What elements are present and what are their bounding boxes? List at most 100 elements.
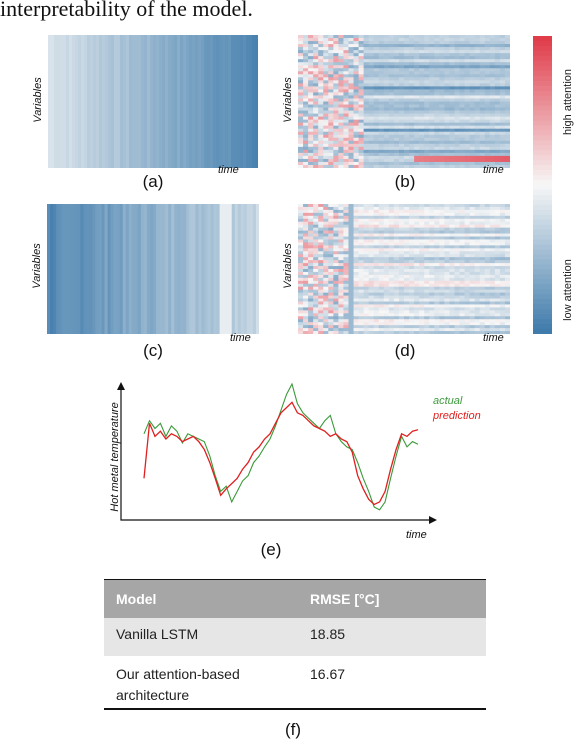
heatmap-cell	[338, 304, 345, 309]
heatmap-cell	[409, 125, 415, 130]
heatmap-cell	[323, 152, 329, 157]
heatmap-cell	[414, 74, 420, 78]
heatmap-cell	[363, 152, 370, 157]
heatmap-cell	[439, 95, 445, 100]
heatmap-cell	[409, 50, 415, 54]
heatmap-cell	[474, 95, 481, 100]
heatmap-cell	[111, 35, 115, 168]
heatmap-cell	[424, 206, 430, 211]
heatmap-cell	[363, 161, 370, 166]
heatmap-cell	[348, 316, 355, 320]
heatmap-cell	[353, 119, 360, 124]
heatmap-cell	[454, 331, 461, 334]
heatmap-cell	[343, 212, 350, 217]
heatmap-cell	[484, 248, 491, 252]
heatmap-cell	[419, 251, 425, 255]
heatmap-cell	[328, 131, 334, 136]
heatmap-cell	[424, 134, 430, 139]
heatmap-cell	[128, 204, 133, 334]
heatmap-cell	[404, 271, 410, 276]
heatmap-cell	[328, 248, 334, 252]
heatmap-cell	[469, 277, 476, 282]
heatmap-cell	[383, 266, 390, 270]
heatmap-cell	[348, 143, 355, 148]
heatmap-cell	[429, 286, 435, 291]
heatmap-cell	[298, 233, 304, 238]
heatmap-cell	[323, 215, 329, 220]
heatmap-cell	[353, 230, 360, 235]
heatmap-cell	[469, 230, 476, 235]
heatmap-cell	[298, 260, 304, 264]
heatmap-cell	[308, 277, 314, 282]
heatmap-cell	[343, 149, 350, 154]
heatmap-cell	[343, 313, 350, 317]
heatmap-cell	[479, 152, 486, 157]
header-text: interpretability of the model.	[0, 0, 253, 21]
heatmap-cell	[338, 35, 345, 39]
heatmap-cell	[429, 41, 435, 45]
heatmap-cell	[424, 110, 430, 115]
heatmap-cell	[328, 316, 334, 320]
heatmap-cell	[373, 86, 380, 91]
heatmap-cell	[75, 35, 79, 168]
heatmap-cell	[414, 224, 420, 229]
heatmap-cell	[343, 47, 350, 51]
heatmap-cell	[414, 143, 420, 148]
heatmap-cell	[464, 331, 471, 334]
heatmap-cell	[459, 236, 466, 241]
colorbar-step	[533, 294, 552, 300]
heatmap-cell	[363, 149, 370, 154]
heatmap-cell	[393, 68, 400, 72]
heatmap-cell	[343, 206, 350, 211]
heatmap-cell	[393, 113, 400, 118]
heatmap-cell	[489, 209, 496, 214]
heatmap-cell	[353, 113, 360, 118]
heatmap-cell	[313, 143, 319, 148]
heatmap-cell	[328, 65, 334, 69]
heatmap-cell	[409, 134, 415, 139]
heatmap-cell	[409, 161, 415, 166]
heatmap-cell	[454, 83, 461, 87]
heatmap-cell	[318, 251, 324, 255]
heatmap-cell	[494, 77, 501, 81]
heatmap-cell	[474, 125, 481, 130]
heatmap-cell	[499, 74, 506, 78]
colorbar-step	[533, 229, 552, 236]
heatmap-cell	[414, 47, 420, 51]
heatmap-cell	[333, 257, 339, 261]
heatmap-cell	[489, 122, 496, 127]
heatmap-cell	[343, 245, 350, 249]
heatmap-cell	[363, 283, 370, 288]
heatmap-cell	[333, 206, 339, 211]
heatmap-cell	[140, 204, 145, 334]
heatmap-cell	[439, 269, 445, 273]
heatmap-cell	[404, 254, 410, 258]
heatmap-cell	[333, 301, 339, 306]
heatmap-cell	[358, 266, 365, 270]
heatmap-cell	[454, 322, 461, 326]
heatmap-cell	[464, 122, 471, 127]
heatmap-cell	[464, 224, 471, 229]
heatmap-cell	[489, 239, 496, 244]
heatmap-cell	[404, 131, 410, 136]
heatmap-cell	[444, 328, 451, 332]
heatmap-cell	[378, 65, 385, 69]
heatmap-cell	[368, 301, 375, 306]
heatmap-cell	[363, 316, 370, 320]
heatmap-cell	[439, 319, 445, 323]
heatmap-cell	[328, 218, 334, 223]
heatmap-cell	[338, 77, 345, 81]
series-line-actual	[143, 382, 419, 511]
heatmap-cell	[358, 316, 365, 320]
heatmap-cell	[419, 295, 425, 300]
heatmap-cell	[444, 263, 451, 267]
heatmap-cell	[373, 80, 380, 84]
heatmap-cell	[338, 125, 345, 130]
heatmap-cell	[489, 50, 496, 54]
heatmap-cell	[419, 56, 425, 60]
heatmap-cell	[308, 41, 314, 45]
table-cell-model: Our attention-based architecture	[104, 656, 298, 714]
heatmap-cell	[141, 35, 145, 168]
heatmap-cell	[328, 56, 334, 60]
heatmap-cell	[298, 316, 304, 320]
